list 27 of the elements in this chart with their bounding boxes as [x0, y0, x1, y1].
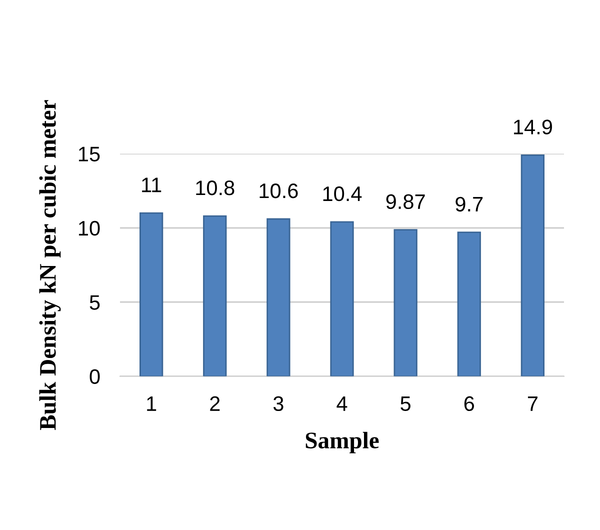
bar [394, 229, 418, 376]
y-tick-label: 10 [78, 220, 100, 236]
data-label: 11 [142, 178, 162, 192]
data-label: 10.6 [260, 183, 298, 198]
x-tick-label: 3 [273, 396, 284, 412]
y-tick-label: 15 [78, 146, 100, 162]
data-label: 10.8 [196, 180, 234, 196]
x-tick-label: 7 [528, 396, 538, 411]
bar [266, 218, 290, 376]
x-axis-title: Sample [306, 432, 379, 454]
x-tick-label: 2 [210, 396, 220, 411]
bar [203, 215, 227, 376]
data-label: 9.87 [386, 194, 425, 210]
y-tick-label: 0 [90, 369, 100, 384]
y-axis-title: Bulk Density kN per cubic meter [39, 100, 61, 430]
x-tick-label: 1 [147, 396, 156, 411]
data-label: 14.9 [514, 120, 552, 134]
bar [139, 212, 164, 376]
x-tick-label: 4 [336, 396, 348, 411]
bar [330, 221, 354, 376]
bar [457, 232, 481, 376]
y-tick-label: 5 [90, 295, 100, 310]
bar [520, 154, 545, 376]
x-tick-label: 5 [400, 396, 410, 412]
data-label: 10.4 [323, 186, 362, 202]
data-label: 9.7 [456, 196, 483, 212]
x-tick-label: 6 [464, 396, 474, 412]
